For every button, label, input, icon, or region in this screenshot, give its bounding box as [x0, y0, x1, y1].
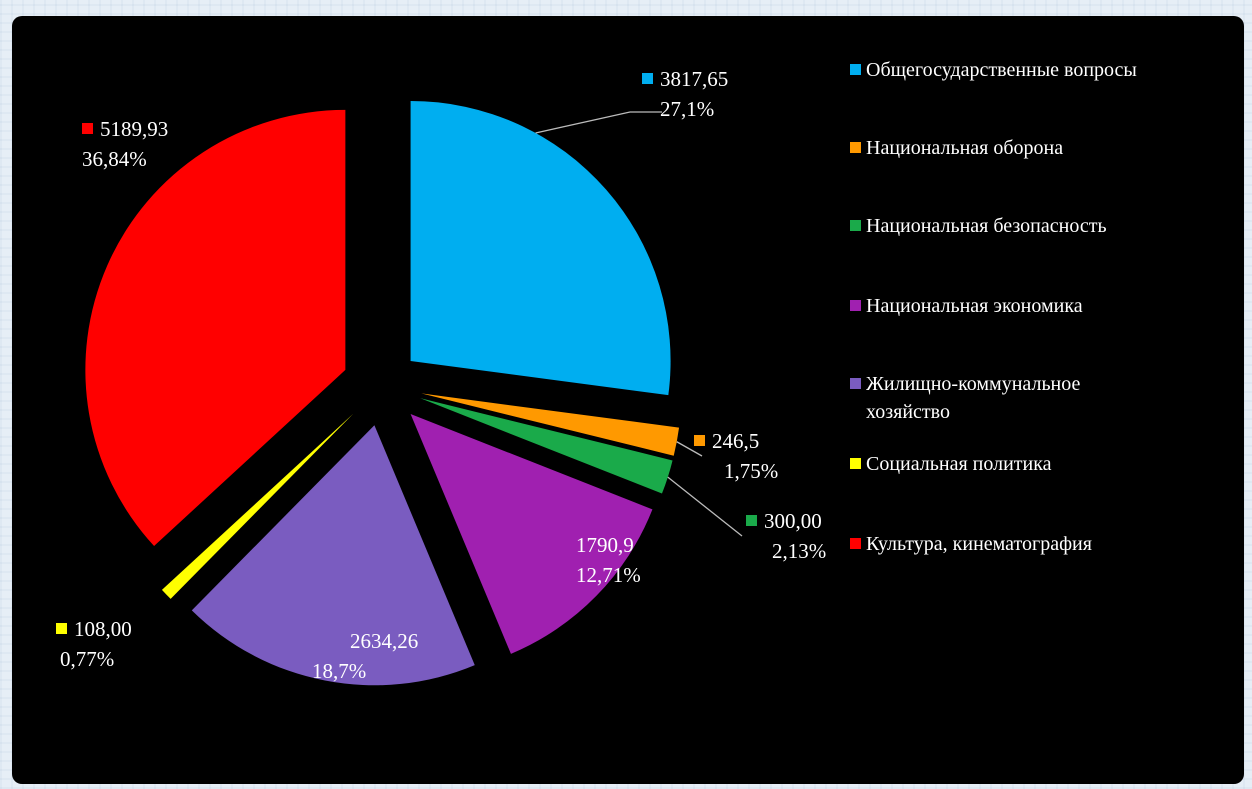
- legend-label: Национальная экономика: [866, 295, 1083, 317]
- legend: Общегосударственные вопросы Национальная …: [850, 59, 1137, 555]
- legend-label: Социальная политика: [866, 453, 1052, 475]
- legend-item: Национальная экономика: [850, 295, 1083, 317]
- legend-label: Общегосударственные вопросы: [866, 59, 1137, 81]
- data-label: 108,00 0,77%: [56, 617, 132, 671]
- data-label-value: 246,5: [712, 429, 759, 453]
- data-label: 1790,9 12,71%: [576, 533, 641, 587]
- legend-label: Жилищно-коммунальное хозяйство: [866, 373, 1081, 423]
- data-label-value: 300,00: [764, 509, 822, 533]
- data-label-value: 2634,26: [350, 629, 418, 653]
- data-label: 246,5 1,75%: [694, 429, 778, 483]
- data-label-marker: [746, 515, 757, 526]
- legend-swatch: [850, 378, 861, 389]
- data-label-percent: 1,75%: [724, 459, 778, 483]
- data-label-marker: [56, 623, 67, 634]
- legend-swatch: [850, 458, 861, 469]
- legend-label: Национальная безопасность: [866, 215, 1107, 237]
- data-label: 300,00 2,13%: [746, 509, 826, 563]
- legend-swatch: [850, 220, 861, 231]
- legend-swatch: [850, 538, 861, 549]
- data-label-marker: [694, 435, 705, 446]
- legend-item: Общегосударственные вопросы: [850, 59, 1137, 81]
- legend-item: Социальная политика: [850, 453, 1052, 475]
- data-label: 2634,26 18,7%: [312, 629, 418, 683]
- data-labels: 3817,6527,1%246,51,75%300,002,13%1790,91…: [56, 67, 826, 683]
- pie-slice: [85, 109, 346, 547]
- data-label-percent: 27,1%: [660, 97, 714, 121]
- data-label-value: 5189,93: [100, 117, 168, 141]
- data-label: 5189,93 36,84%: [82, 117, 168, 171]
- pie-slice: [161, 413, 354, 599]
- data-label-marker: [642, 73, 653, 84]
- pie-slice: [410, 100, 671, 396]
- legend-item: Национальная оборона: [850, 137, 1063, 159]
- chart-panel: 3817,65 27,1% 246,5 1,75% 300,00 2,13% 1790,9 1…: [12, 16, 1244, 784]
- pie-slices: [85, 100, 680, 686]
- leader-line: [676, 441, 703, 457]
- data-label: 3817,65 27,1%: [642, 67, 728, 121]
- pie-slice: [191, 425, 475, 686]
- data-label-percent: 2,13%: [772, 539, 826, 563]
- data-label-marker: [82, 123, 93, 134]
- legend-label: Культура, кинематография: [866, 533, 1092, 555]
- legend-swatch: [850, 300, 861, 311]
- legend-item: Культура, кинематография: [850, 533, 1092, 555]
- data-label-percent: 12,71%: [576, 563, 641, 587]
- legend-swatch: [850, 64, 861, 75]
- data-label-value: 1790,9: [576, 533, 634, 557]
- legend-label: Национальная оборона: [866, 137, 1063, 159]
- leader-line: [535, 111, 662, 134]
- pie-slice: [410, 413, 653, 654]
- leader-line: [667, 476, 743, 537]
- data-label-percent: 0,77%: [60, 647, 114, 671]
- legend-item: Жилищно-коммунальное хозяйство: [850, 373, 1081, 423]
- data-label-percent: 36,84%: [82, 147, 147, 171]
- data-label-value: 3817,65: [660, 67, 728, 91]
- pie-slice: [421, 393, 680, 456]
- pie-chart: 3817,6527,1%246,51,75%300,002,13%1790,91…: [56, 59, 1137, 686]
- legend-item: Национальная безопасность: [850, 215, 1107, 237]
- pie-slice: [420, 398, 673, 494]
- data-label-value: 108,00: [74, 617, 132, 641]
- leader-lines: [535, 111, 743, 537]
- data-label-percent: 18,7%: [312, 659, 366, 683]
- legend-swatch: [850, 142, 861, 153]
